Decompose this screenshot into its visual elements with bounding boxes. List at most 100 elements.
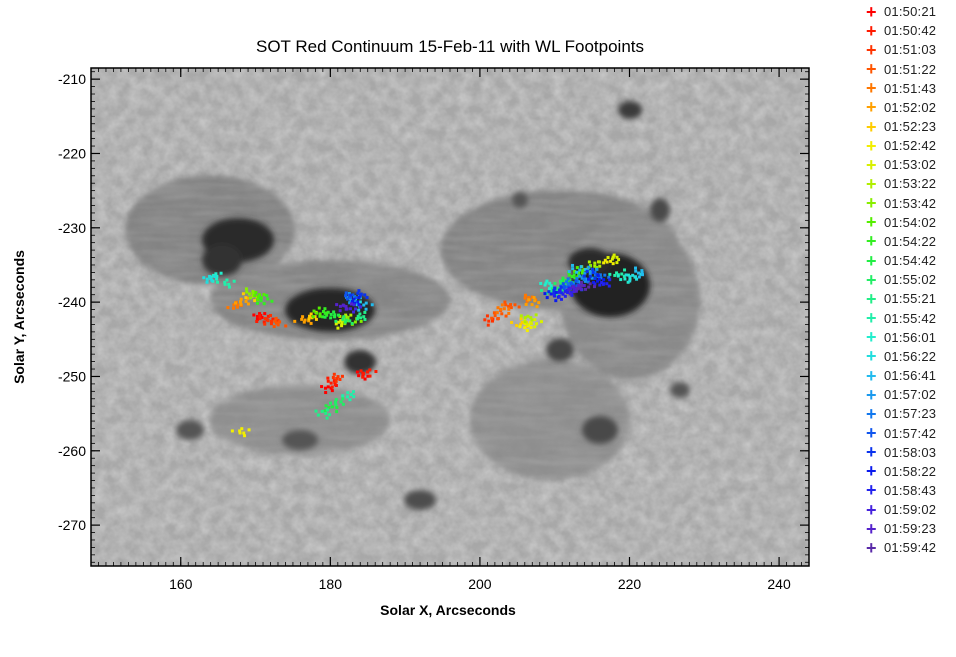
data-marks	[202, 253, 645, 438]
data-point	[593, 278, 612, 288]
legend-item: +01:53:42	[866, 194, 954, 213]
legend-label: 01:56:01	[884, 329, 937, 345]
legend-item: +01:59:42	[866, 538, 954, 557]
legend-marker: +	[866, 499, 877, 520]
legend-item: +01:50:42	[866, 21, 954, 40]
legend-marker: +	[866, 308, 877, 329]
data-point	[331, 372, 344, 383]
data-point	[503, 300, 521, 310]
legend-item: +01:53:02	[866, 155, 954, 174]
legend-item: +01:56:41	[866, 366, 954, 385]
legend-marker: +	[866, 39, 877, 60]
legend-item: +01:50:21	[866, 2, 954, 21]
legend-label: 01:59:02	[884, 502, 937, 518]
legend-item: +01:58:22	[866, 462, 954, 481]
minor-ticks	[90, 68, 810, 566]
legend-marker: +	[866, 173, 877, 194]
legend-label: 01:58:43	[884, 482, 937, 498]
legend-item: +01:53:22	[866, 174, 954, 193]
legend-item: +01:51:22	[866, 59, 954, 78]
legend-label: 01:58:22	[884, 463, 937, 479]
legend-item: +01:52:42	[866, 136, 954, 155]
data-point	[359, 368, 378, 379]
background-image	[91, 68, 809, 566]
legend-marker: +	[866, 193, 877, 214]
data-point	[539, 279, 553, 291]
x-tick-label: 200	[468, 576, 492, 592]
data-point	[215, 278, 236, 289]
legend-marker: +	[866, 518, 877, 539]
data-point	[202, 274, 217, 284]
y-tick-label: -240	[58, 294, 86, 310]
legend-label: 01:56:22	[884, 348, 937, 364]
legend-item: +01:55:42	[866, 309, 954, 328]
series-01-52-02	[233, 296, 541, 325]
legend-label: 01:55:02	[884, 272, 937, 288]
data-point	[263, 313, 280, 326]
legend-marker: +	[866, 269, 877, 290]
legend-marker: +	[866, 365, 877, 386]
legend-marker: +	[866, 1, 877, 22]
legend-label: 01:50:21	[884, 4, 937, 20]
data-point	[524, 296, 541, 309]
data-point	[576, 280, 596, 291]
chart-title: SOT Red Continuum 15-Feb-11 with WL Foot…	[256, 37, 644, 56]
legend-label: 01:52:02	[884, 99, 937, 115]
legend-label: 01:54:22	[884, 233, 937, 249]
legend-marker: +	[866, 346, 877, 367]
y-tick-label: -220	[58, 145, 86, 161]
data-point	[323, 310, 341, 320]
legend-item: +01:59:23	[866, 519, 954, 538]
chart-figure: 160 180 200 220 240 -210 -220 -230 -240 -250 -260 -…	[11, 37, 810, 618]
y-tick-label: -250	[58, 368, 86, 384]
data-point	[233, 296, 250, 306]
legend-label: 01:56:41	[884, 368, 937, 384]
legend-item: +01:57:23	[866, 404, 954, 423]
legend-label: 01:54:42	[884, 253, 937, 269]
data-point	[606, 253, 621, 265]
x-axis-label: Solar X, Arcseconds	[380, 602, 516, 618]
x-tick-label: 180	[319, 576, 343, 592]
x-tick-label: 240	[767, 576, 791, 592]
data-point	[335, 302, 354, 313]
legend-marker: +	[866, 537, 877, 558]
legend-marker: +	[866, 116, 877, 137]
legend-marker: +	[866, 59, 877, 80]
legend-marker: +	[866, 212, 877, 233]
legend-marker: +	[866, 480, 877, 501]
legend-item: +01:59:02	[866, 500, 954, 519]
legend-label: 01:54:02	[884, 214, 937, 230]
x-tick-label: 220	[618, 576, 642, 592]
legend-marker: +	[866, 403, 877, 424]
y-tick-label: -270	[58, 517, 86, 533]
legend-item: +01:54:22	[866, 232, 954, 251]
legend-label: 01:53:02	[884, 157, 937, 173]
legend-label: 01:53:22	[884, 176, 937, 192]
legend-item: +01:55:02	[866, 270, 954, 289]
data-point	[344, 291, 358, 301]
legend-marker: +	[866, 288, 877, 309]
data-point	[519, 313, 538, 324]
legend: +01:50:21 +01:50:42 +01:51:03 +01:51:22 +01:…	[866, 2, 954, 558]
legend-label: 01:55:21	[884, 291, 937, 307]
legend-item: +01:57:02	[866, 385, 954, 404]
legend-marker: +	[866, 20, 877, 41]
data-point	[293, 315, 313, 325]
data-point	[634, 266, 645, 279]
data-point	[328, 397, 345, 407]
series-01-50-42	[255, 313, 378, 389]
legend-item: +01:54:42	[866, 251, 954, 270]
legend-marker: +	[866, 250, 877, 271]
legend-item: +01:55:21	[866, 289, 954, 308]
legend-marker: +	[866, 423, 877, 444]
legend-label: 01:52:23	[884, 119, 937, 135]
series-01-51-22	[272, 300, 521, 329]
data-point	[567, 263, 588, 274]
legend-label: 01:57:02	[884, 387, 937, 403]
legend-label: 01:51:22	[884, 61, 937, 77]
data-point	[552, 289, 567, 301]
legend-item: +01:56:22	[866, 347, 954, 366]
data-point	[334, 315, 354, 325]
data-point	[255, 294, 274, 306]
legend-label: 01:51:43	[884, 80, 937, 96]
